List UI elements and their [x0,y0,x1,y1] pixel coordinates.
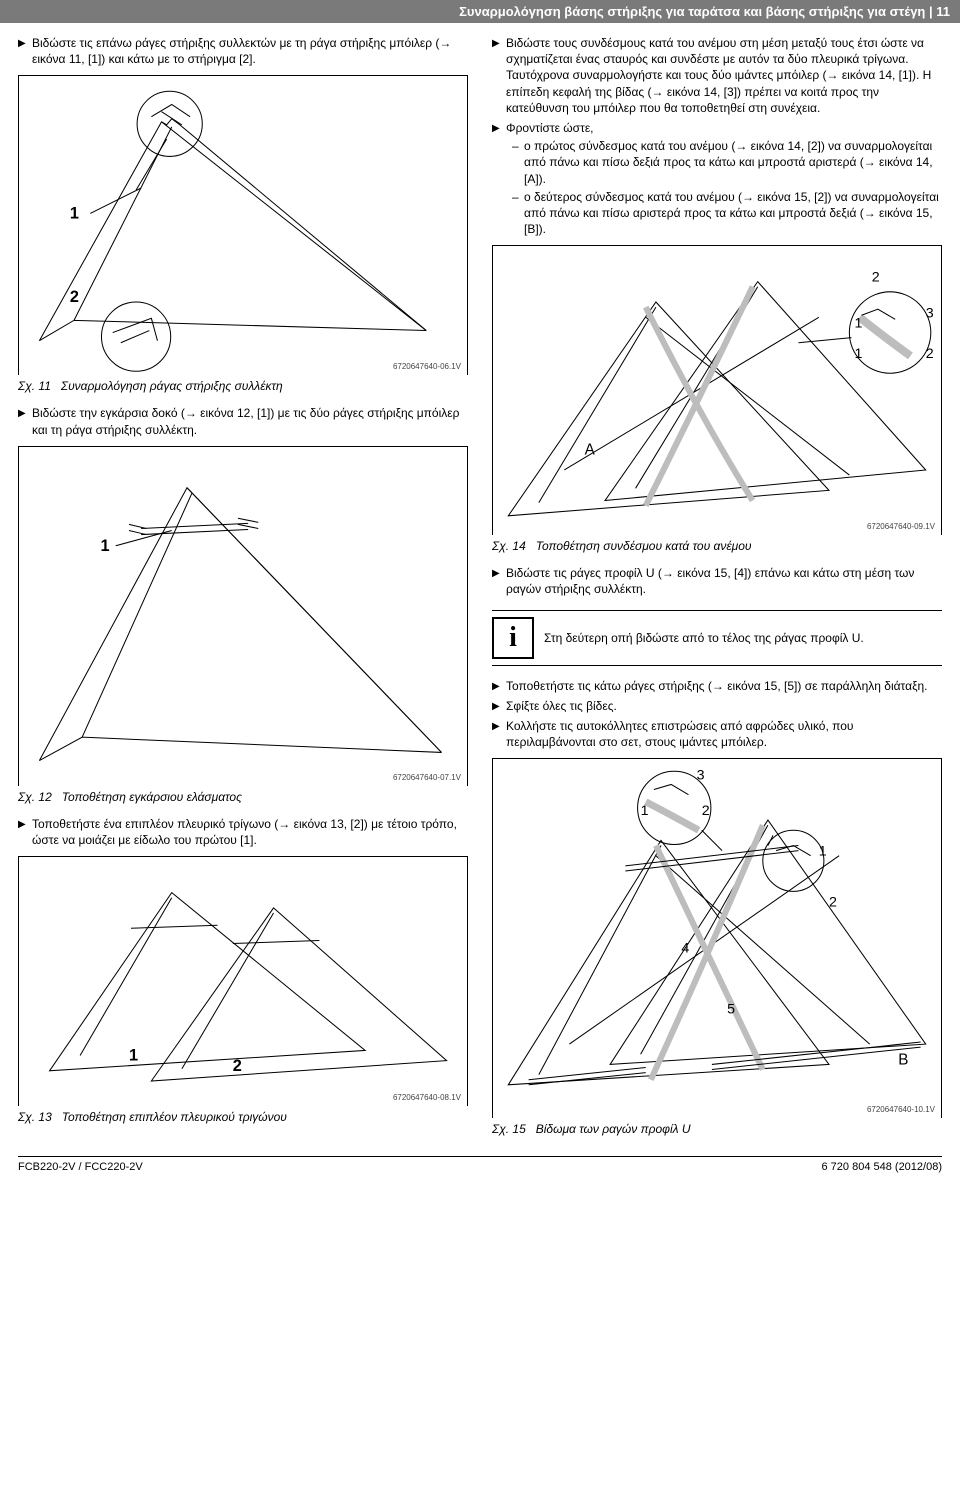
bullet-icon: ▶ [18,405,32,421]
figure-14: 2 3 1 2 1 A 6720647640-09.1V [492,245,942,535]
svg-text:2: 2 [829,895,837,911]
svg-text:2: 2 [926,346,934,362]
figure-13-svg: 1 2 [19,857,467,1112]
svg-text:2: 2 [233,1057,242,1075]
instruction: ▶ Φροντίστε ώστε, [492,120,942,136]
figure-13: 1 2 6720647640-08.1V [18,856,468,1106]
svg-text:1: 1 [854,316,862,332]
figure-12-svg: 1 [19,447,467,793]
figure-11: 1 2 6720647640-06.1V [18,75,468,375]
info-text: Στη δεύτερη οπή βιδώστε από το τέλος της… [544,631,864,645]
caption-num: Σχ. 13 [18,1110,52,1124]
instruction-text: Βιδώστε την εγκάρσια δοκό (→ εικόνα 12, … [32,405,468,437]
figure-code: 6720647640-08.1V [393,1093,461,1102]
svg-text:1: 1 [819,844,827,860]
instruction-text: Τοποθετήστε τις κάτω ράγες στήριξης (→ ε… [506,678,942,694]
svg-text:2: 2 [872,270,880,286]
instruction: ▶ Τοποθετήστε τις κάτω ράγες στήριξης (→… [492,678,942,694]
sub-text: ο πρώτος σύνδεσμος κατά του ανέμου (→ ει… [524,138,942,187]
svg-text:1: 1 [854,346,862,362]
svg-text:1: 1 [641,803,649,819]
svg-text:5: 5 [727,1002,735,1018]
instruction-text: Φροντίστε ώστε, [506,120,942,136]
instruction: ▶ Βιδώστε τις ράγες προφίλ U (→ εικόνα 1… [492,565,942,597]
svg-text:A: A [585,442,596,459]
instruction-text: Σφίξτε όλες τις βίδες. [506,698,942,714]
instruction: ▶ Σφίξτε όλες τις βίδες. [492,698,942,714]
bullet-icon: ▶ [492,35,506,51]
dash-icon: – [512,189,524,205]
dash-icon: – [512,138,524,154]
instruction-text: Βιδώστε τις ράγες προφίλ U (→ εικόνα 15,… [506,565,942,597]
sub-instruction: – ο πρώτος σύνδεσμος κατά του ανέμου (→ … [512,138,942,187]
header-page: 11 [936,4,950,19]
bullet-icon: ▶ [18,816,32,832]
svg-text:2: 2 [70,288,79,306]
right-column: ▶ Βιδώστε τους συνδέσμους κατά του ανέμο… [492,33,942,1146]
instruction-text: Κολλήστε τις αυτοκόλλητες επιστρώσεις απ… [506,718,942,750]
page-footer: FCB220-2V / FCC220-2V 6 720 804 548 (201… [18,1156,942,1181]
bullet-icon: ▶ [492,120,506,136]
bullet-icon: ▶ [18,35,32,51]
figure-12: 1 6720647640-07.1V [18,446,468,786]
bullet-icon: ▶ [492,565,506,581]
svg-text:3: 3 [697,768,705,784]
bullet-icon: ▶ [492,718,506,734]
info-note: i Στη δεύτερη οπή βιδώστε από το τέλος τ… [492,610,942,666]
svg-text:1: 1 [129,1047,138,1065]
figure-code: 6720647640-07.1V [393,773,461,782]
figure-11-svg: 1 2 [19,76,467,381]
svg-text:4: 4 [681,941,689,957]
page-body: ▶ Βιδώστε τις επάνω ράγες στήριξης συλλε… [0,23,960,1152]
sub-text: ο δεύτερος σύνδεσμος κατά του ανέμου (→ … [524,189,942,238]
instruction: ▶ Βιδώστε τους συνδέσμους κατά του ανέμο… [492,35,942,116]
svg-text:2: 2 [702,803,710,819]
caption-text: Τοποθέτηση επιπλέον πλευρικού τριγώνου [62,1110,287,1124]
left-column: ▶ Βιδώστε τις επάνω ράγες στήριξης συλλε… [18,33,468,1146]
bullet-icon: ▶ [492,698,506,714]
figure-14-svg: 2 3 1 2 1 A [493,246,941,541]
bullet-icon: ▶ [492,678,506,694]
instruction-text: Τοποθετήστε ένα επιπλέον πλευρικό τρίγων… [32,816,468,848]
header-title: Συναρμολόγηση βάσης στήριξης για ταράτσα… [459,4,925,19]
instruction: ▶ Βιδώστε τις επάνω ράγες στήριξης συλλε… [18,35,468,67]
instruction: ▶ Βιδώστε την εγκάρσια δοκό (→ εικόνα 12… [18,405,468,437]
page-header: Συναρμολόγηση βάσης στήριξης για ταράτσα… [0,0,960,23]
svg-text:1: 1 [70,205,79,223]
footer-left: FCB220-2V / FCC220-2V [18,1161,143,1173]
instruction: ▶ Κολλήστε τις αυτοκόλλητες επιστρώσεις … [492,718,942,750]
figure-code: 6720647640-06.1V [393,362,461,371]
instruction: ▶ Τοποθετήστε ένα επιπλέον πλευρικό τρίγ… [18,816,468,848]
instruction-text: Βιδώστε τους συνδέσμους κατά του ανέμου … [506,35,942,116]
info-icon: i [492,617,534,659]
svg-text:1: 1 [100,537,109,555]
sub-instruction: – ο δεύτερος σύνδεσμος κατά του ανέμου (… [512,189,942,238]
figure-code: 6720647640-10.1V [867,1105,935,1114]
figure-15-svg: 3 1 2 1 2 4 5 B [493,759,941,1126]
figure-15: 3 1 2 1 2 4 5 B 6720647640-10.1V [492,758,942,1118]
instruction-text: Βιδώστε τις επάνω ράγες στήριξης συλλεκτ… [32,35,468,67]
footer-right: 6 720 804 548 (2012/08) [822,1161,943,1173]
svg-text:3: 3 [926,306,934,322]
figure-13-caption: Σχ. 13 Τοποθέτηση επιπλέον πλευρικού τρι… [18,1110,468,1124]
figure-code: 6720647640-09.1V [867,522,935,531]
svg-text:B: B [898,1052,908,1069]
